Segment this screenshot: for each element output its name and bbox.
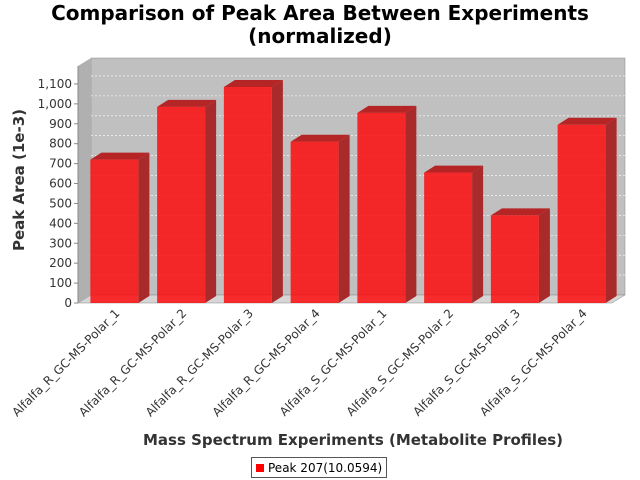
bar-front (290, 141, 339, 303)
bars (90, 79, 617, 303)
x-tick-label: Alfalfa_S_GC-MS-Polar_3 (410, 306, 523, 419)
bar-top (357, 105, 417, 113)
y-tick-label: 200 (49, 256, 72, 270)
bar-side (338, 134, 350, 303)
bar (157, 99, 217, 303)
bar-side (405, 105, 417, 303)
y-tick-label: 1,100 (38, 77, 72, 91)
legend-label: Peak 207(10.0594) (268, 460, 383, 475)
bar-front (424, 172, 473, 303)
bar (490, 208, 550, 303)
bar (357, 105, 417, 303)
bar (223, 79, 283, 303)
x-tick-label: Alfalfa_S_GC-MS-Polar_2 (344, 306, 457, 419)
x-tick-label: Alfalfa_S_GC-MS-Polar_4 (477, 306, 590, 419)
chart-title-line-2: (normalized) (248, 24, 392, 48)
chart-title: Comparison of Peak Area Between Experime… (0, 2, 640, 48)
bar-front (557, 124, 606, 303)
x-tick-label: Alfalfa_R_GC-MS-Polar_4 (210, 306, 323, 419)
bar-top (490, 208, 550, 216)
y-tick-label: 100 (49, 276, 72, 290)
y-tick-label: 0 (64, 296, 72, 310)
bar-side (538, 208, 550, 303)
x-tick-label: Alfalfa_R_GC-MS-Polar_3 (143, 306, 256, 419)
bar-side (472, 165, 484, 303)
y-tick-label: 300 (49, 236, 72, 250)
bar-top (290, 134, 350, 142)
bar (557, 117, 617, 303)
y-tick-label: 600 (49, 177, 72, 191)
bar (90, 152, 150, 303)
bar-front (90, 159, 139, 303)
y-axis: 0 100 200 300 400 500 600 700 800 900 1,000 1,100 (38, 66, 79, 310)
bar-side (271, 79, 283, 303)
bar-front (157, 106, 206, 303)
bar-top (223, 79, 283, 87)
bar-side (205, 99, 217, 303)
bar-top (90, 152, 150, 160)
bar (424, 165, 484, 303)
legend: Peak 207(10.0594) (251, 457, 388, 478)
bar (290, 134, 350, 303)
bar-top (157, 99, 217, 107)
bar-top (557, 117, 617, 125)
x-axis: Alfalfa_R_GC-MS-Polar_1Alfalfa_R_GC-MS-P… (9, 306, 589, 419)
bar-front (357, 112, 406, 303)
plot-side-wall (78, 58, 91, 303)
bar-side (138, 152, 150, 303)
y-tick-label: 1,000 (38, 97, 72, 111)
y-tick-label: 400 (49, 216, 72, 230)
x-axis-title: Mass Spectrum Experiments (Metabolite Pr… (143, 431, 563, 449)
y-tick-label: 500 (49, 196, 72, 210)
bar-front (490, 215, 539, 303)
y-tick-label: 900 (49, 117, 72, 131)
bar-top (424, 165, 484, 173)
bar-front (223, 86, 272, 303)
legend-swatch (256, 463, 264, 472)
bar-side (605, 117, 617, 303)
x-tick-label: Alfalfa_R_GC-MS-Polar_1 (9, 306, 122, 419)
chart-title-line-1: Comparison of Peak Area Between Experime… (51, 1, 589, 25)
y-tick-label: 800 (49, 137, 72, 151)
y-axis-title: Peak Area (1e-3) (10, 109, 28, 251)
x-tick-label: Alfalfa_R_GC-MS-Polar_2 (76, 306, 189, 419)
y-tick-label: 700 (49, 157, 72, 171)
x-tick-label: Alfalfa_S_GC-MS-Polar_1 (277, 306, 390, 419)
